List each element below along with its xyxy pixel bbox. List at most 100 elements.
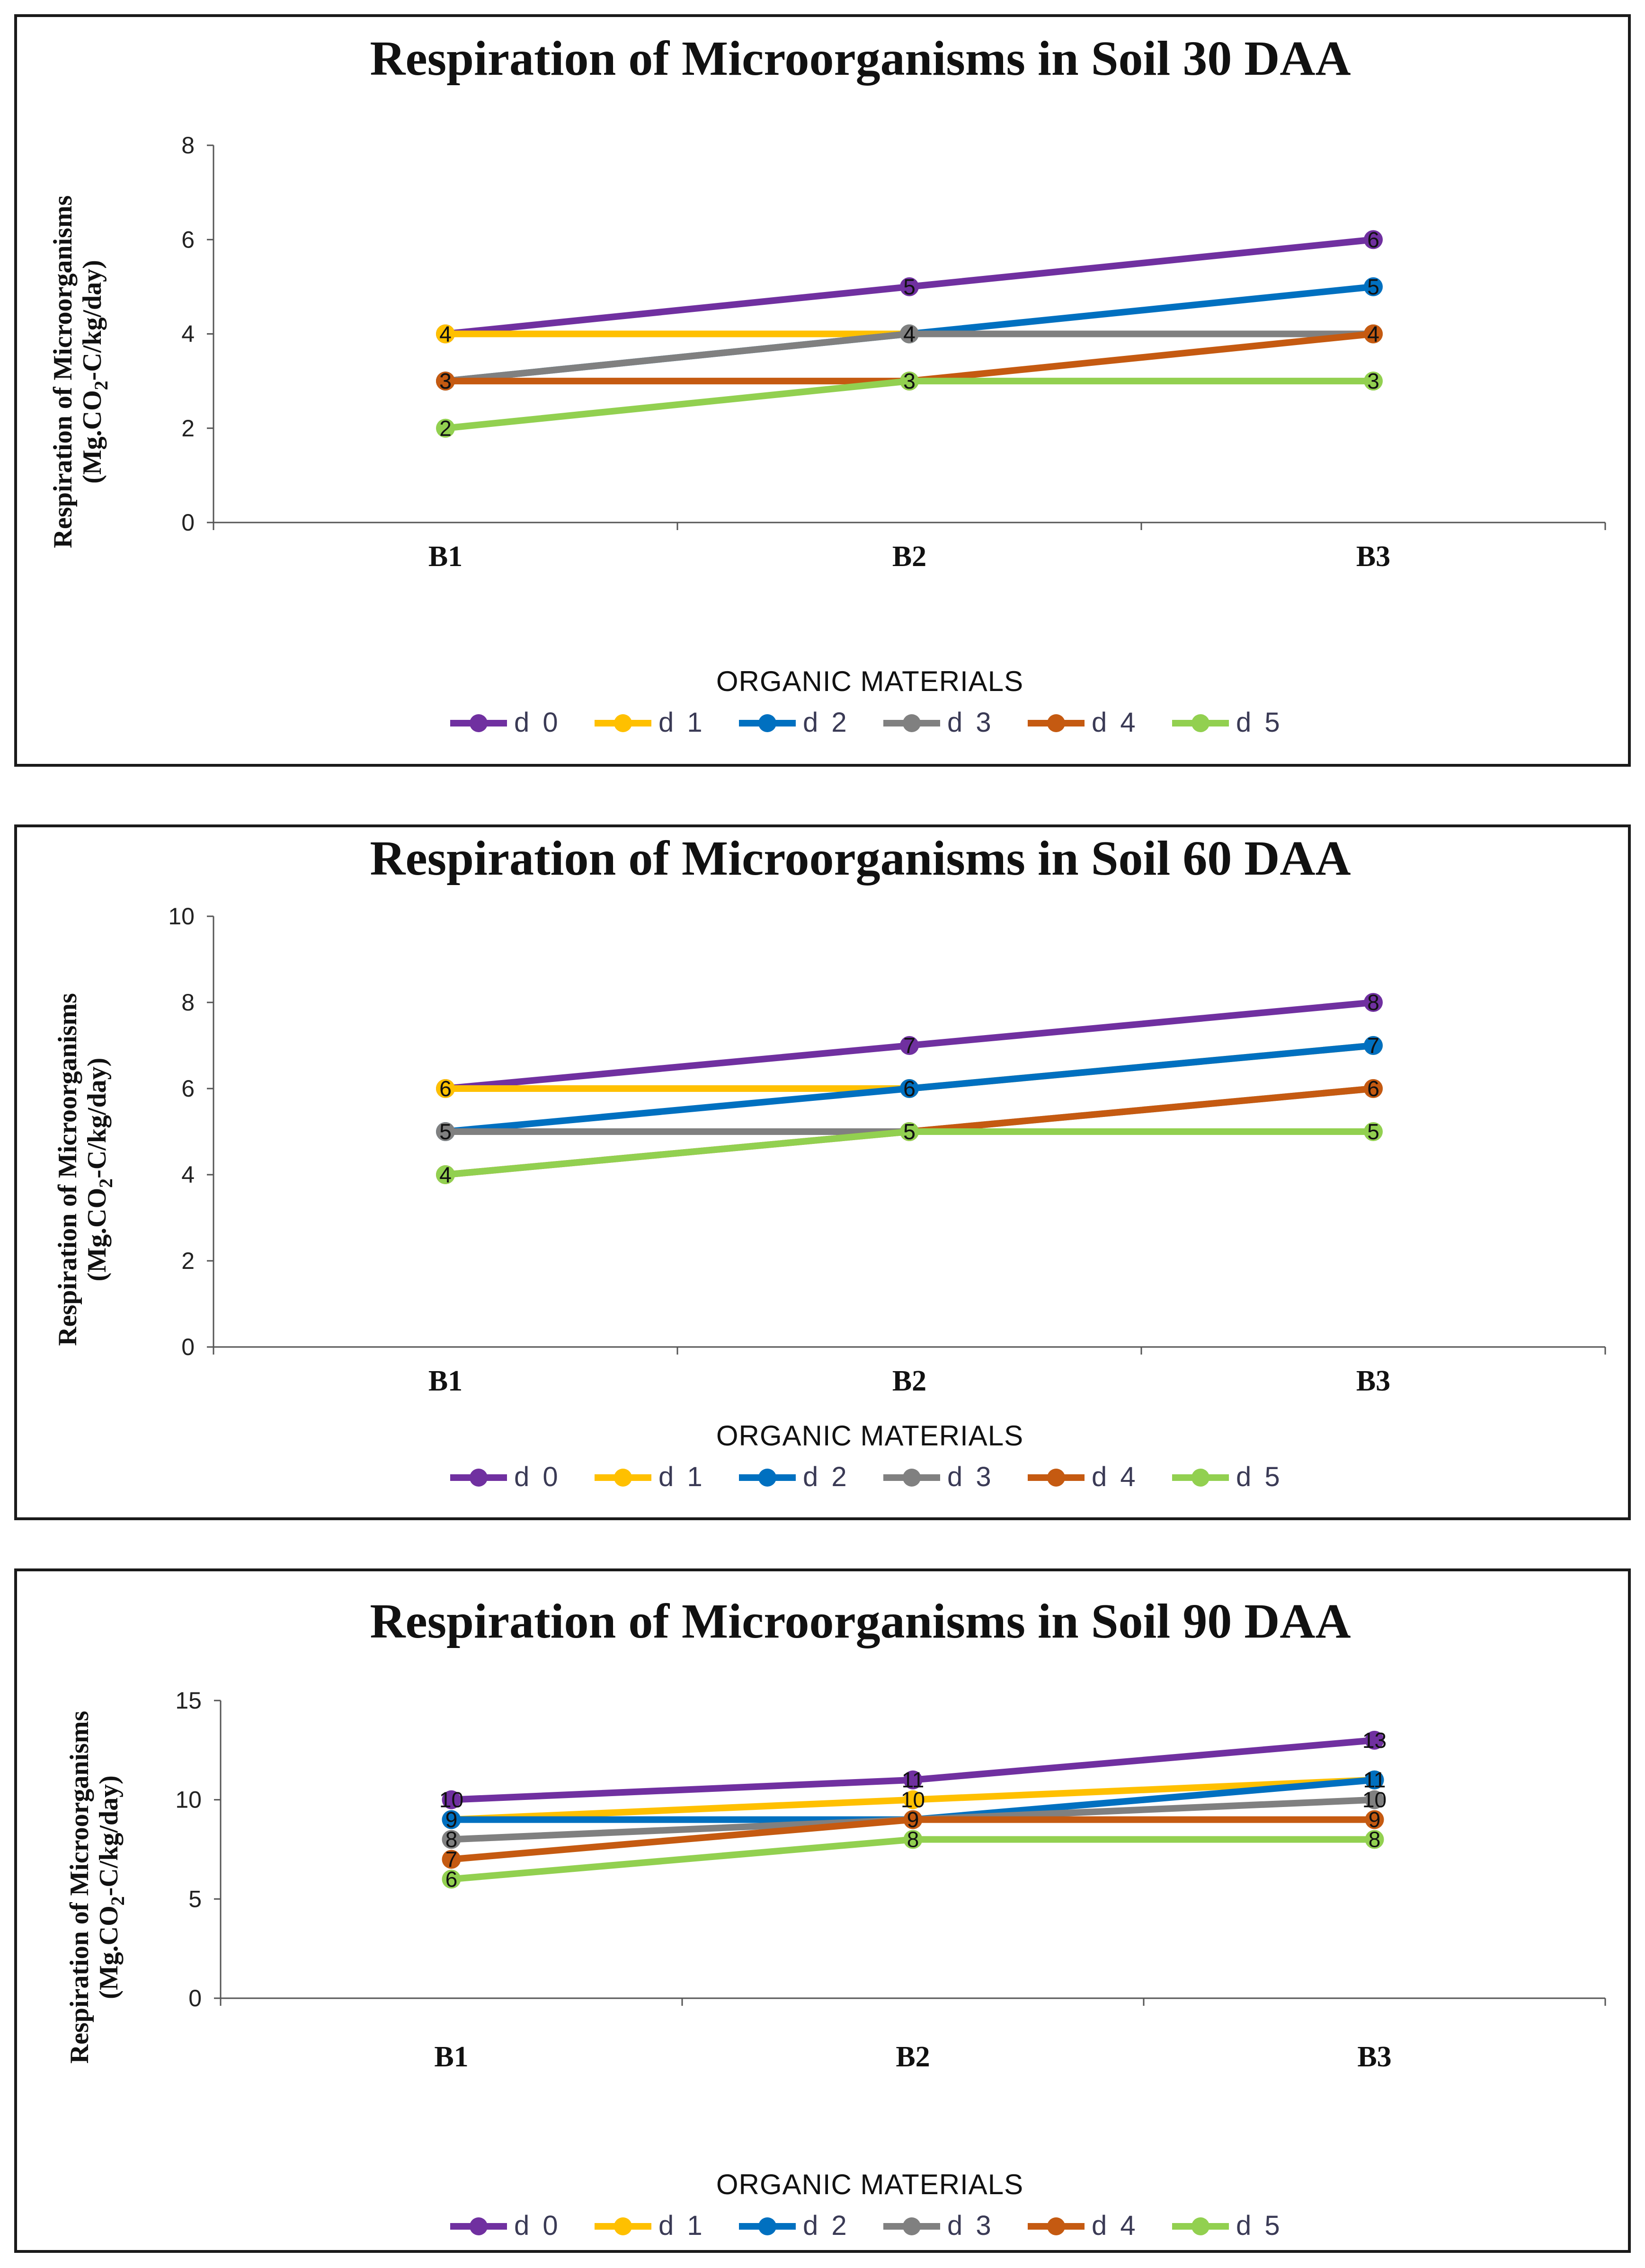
- chart-svg-90-daa: Respiration of Microorganisms in Soil 90…: [65, 1594, 1606, 2241]
- y-tick-label: 10: [175, 1787, 202, 1813]
- data-label: 4: [903, 322, 916, 346]
- data-point: [903, 1770, 923, 1790]
- legend-swatch-marker: [1192, 1469, 1209, 1487]
- legend-item: d 0: [450, 707, 561, 738]
- data-label: 6: [439, 1076, 452, 1101]
- y-axis-label-unit-a: (Mg.CO: [94, 1905, 124, 1999]
- legend-item: d 3: [883, 707, 994, 738]
- data-label: 6: [439, 1076, 452, 1101]
- data-point: [436, 1079, 455, 1098]
- data-label: 11: [1363, 1768, 1386, 1792]
- y-axis-label: Respiration of Microorganisms (Mg.CO2-C/k…: [65, 1711, 128, 2064]
- legend-item: d 5: [1172, 1462, 1280, 1492]
- y-tick-label: 10: [168, 903, 195, 930]
- y-tick-label: 5: [188, 1886, 202, 1912]
- data-label: 5: [439, 1119, 452, 1144]
- series-d5: [442, 1830, 1384, 1889]
- data-label: 6: [1367, 227, 1379, 252]
- legend-label: d 0: [514, 707, 561, 738]
- y-axis-label: Respiration of Microorganisms (Mg.CO2-C/k…: [48, 195, 112, 549]
- data-label: 8: [445, 1827, 458, 1852]
- y-tick-label: 6: [181, 226, 195, 253]
- data-point: [1365, 1810, 1384, 1829]
- y-axis-label: Respiration of Microorganisms (Mg.CO2-C/k…: [53, 993, 116, 1346]
- data-label: 7: [445, 1847, 458, 1871]
- legend-item: d 0: [450, 1462, 558, 1492]
- legend-swatch-marker: [1047, 714, 1065, 732]
- y-tick-label: 8: [181, 989, 195, 1016]
- legend-label: d 4: [1092, 2210, 1138, 2241]
- legend-swatch-marker: [1047, 1469, 1065, 1487]
- data-label: 10: [439, 1788, 463, 1812]
- data-label: 3: [439, 369, 452, 393]
- legend-swatch-marker: [903, 714, 921, 732]
- chart-title: Respiration of Microorganisms in Soil 30…: [370, 31, 1351, 86]
- data-point: [900, 372, 919, 391]
- data-label: 4: [1367, 322, 1379, 346]
- data-label: 9: [445, 1807, 458, 1832]
- legend-label: d 1: [658, 707, 705, 738]
- legend-swatch-marker: [1192, 2217, 1209, 2235]
- legend-label: d 5: [1236, 707, 1283, 738]
- legend-label: d 2: [803, 707, 850, 738]
- data-point: [442, 1869, 461, 1889]
- data-label: 4: [1367, 322, 1379, 346]
- data-label: 9: [907, 1807, 919, 1832]
- chart-panel-30-daa: Respiration of Microorganisms in Soil 30…: [14, 14, 1631, 767]
- x-category-label: B3: [1356, 540, 1390, 573]
- data-point: [436, 1122, 455, 1141]
- legend-label: d 2: [803, 1462, 850, 1492]
- chart-title: Respiration of Microorganisms in Soil 60…: [370, 831, 1351, 886]
- y-axis-label-unit-b: -C/kg/day): [94, 1775, 124, 1896]
- x-axis-title: ORGANIC MATERIALS: [716, 1420, 1023, 1452]
- data-point: [1365, 1830, 1384, 1849]
- data-label: 5: [439, 1119, 452, 1144]
- y-axis-label-unit-sub: 2: [90, 381, 112, 390]
- chart-title: Respiration of Microorganisms in Soil 90…: [370, 1594, 1351, 1648]
- series-d4: [442, 1810, 1384, 1869]
- data-label: 4: [439, 322, 452, 346]
- data-label: 4: [903, 322, 916, 346]
- data-point: [442, 1810, 461, 1829]
- data-point: [442, 1830, 461, 1849]
- legend-item: d 2: [739, 2210, 847, 2241]
- legend-label: d 3: [947, 707, 994, 738]
- data-label: 3: [903, 369, 916, 393]
- legend-label: d 1: [658, 2210, 705, 2241]
- legend-item: d 4: [1028, 2210, 1138, 2241]
- data-point: [903, 1790, 923, 1809]
- data-label: 3: [1367, 369, 1379, 393]
- data-label: 6: [445, 1867, 458, 1891]
- data-label: 9: [907, 1807, 919, 1832]
- data-label: 10: [901, 1788, 925, 1812]
- legend-item: d 2: [739, 1462, 850, 1492]
- legend-swatch-marker: [758, 1469, 776, 1487]
- y-axis-label-line2: (Mg.CO2-C/kg/day): [82, 1058, 116, 1282]
- y-axis-label-line1: Respiration of Microorganisms: [65, 1711, 94, 2064]
- x-category-label: B2: [892, 1365, 926, 1397]
- chart-panel-90-daa: Respiration of Microorganisms in Soil 90…: [14, 1568, 1631, 2253]
- data-label: 3: [439, 369, 452, 393]
- data-label: 8: [1369, 1827, 1381, 1852]
- y-tick-label: 15: [175, 1687, 202, 1714]
- x-category-label: B2: [896, 2041, 930, 2073]
- data-label: 11: [902, 1768, 925, 1792]
- legend-item: d 2: [739, 707, 850, 738]
- x-category-label: B3: [1357, 2041, 1391, 2073]
- legend-label: d 5: [1236, 2210, 1283, 2241]
- y-axis-label-line2: (Mg.CO2-C/kg/day): [94, 1775, 128, 1999]
- x-category-label: B3: [1356, 1365, 1390, 1397]
- data-label: 4: [439, 1162, 452, 1187]
- data-label: 6: [1367, 1076, 1379, 1101]
- data-label: 9: [1369, 1807, 1381, 1832]
- data-label: 6: [903, 1076, 916, 1101]
- y-axis-label-line1: Respiration of Microorganisms: [48, 195, 78, 549]
- data-label: 4: [903, 322, 916, 346]
- data-point: [1365, 1730, 1384, 1750]
- y-axis-label-unit-sub: 2: [107, 1896, 128, 1905]
- data-label: 6: [1367, 1076, 1379, 1101]
- legend-item: d 3: [883, 2210, 991, 2241]
- data-label: 13: [1362, 1728, 1387, 1753]
- data-label: 4: [439, 1162, 452, 1187]
- legend-label: d 4: [1092, 707, 1138, 738]
